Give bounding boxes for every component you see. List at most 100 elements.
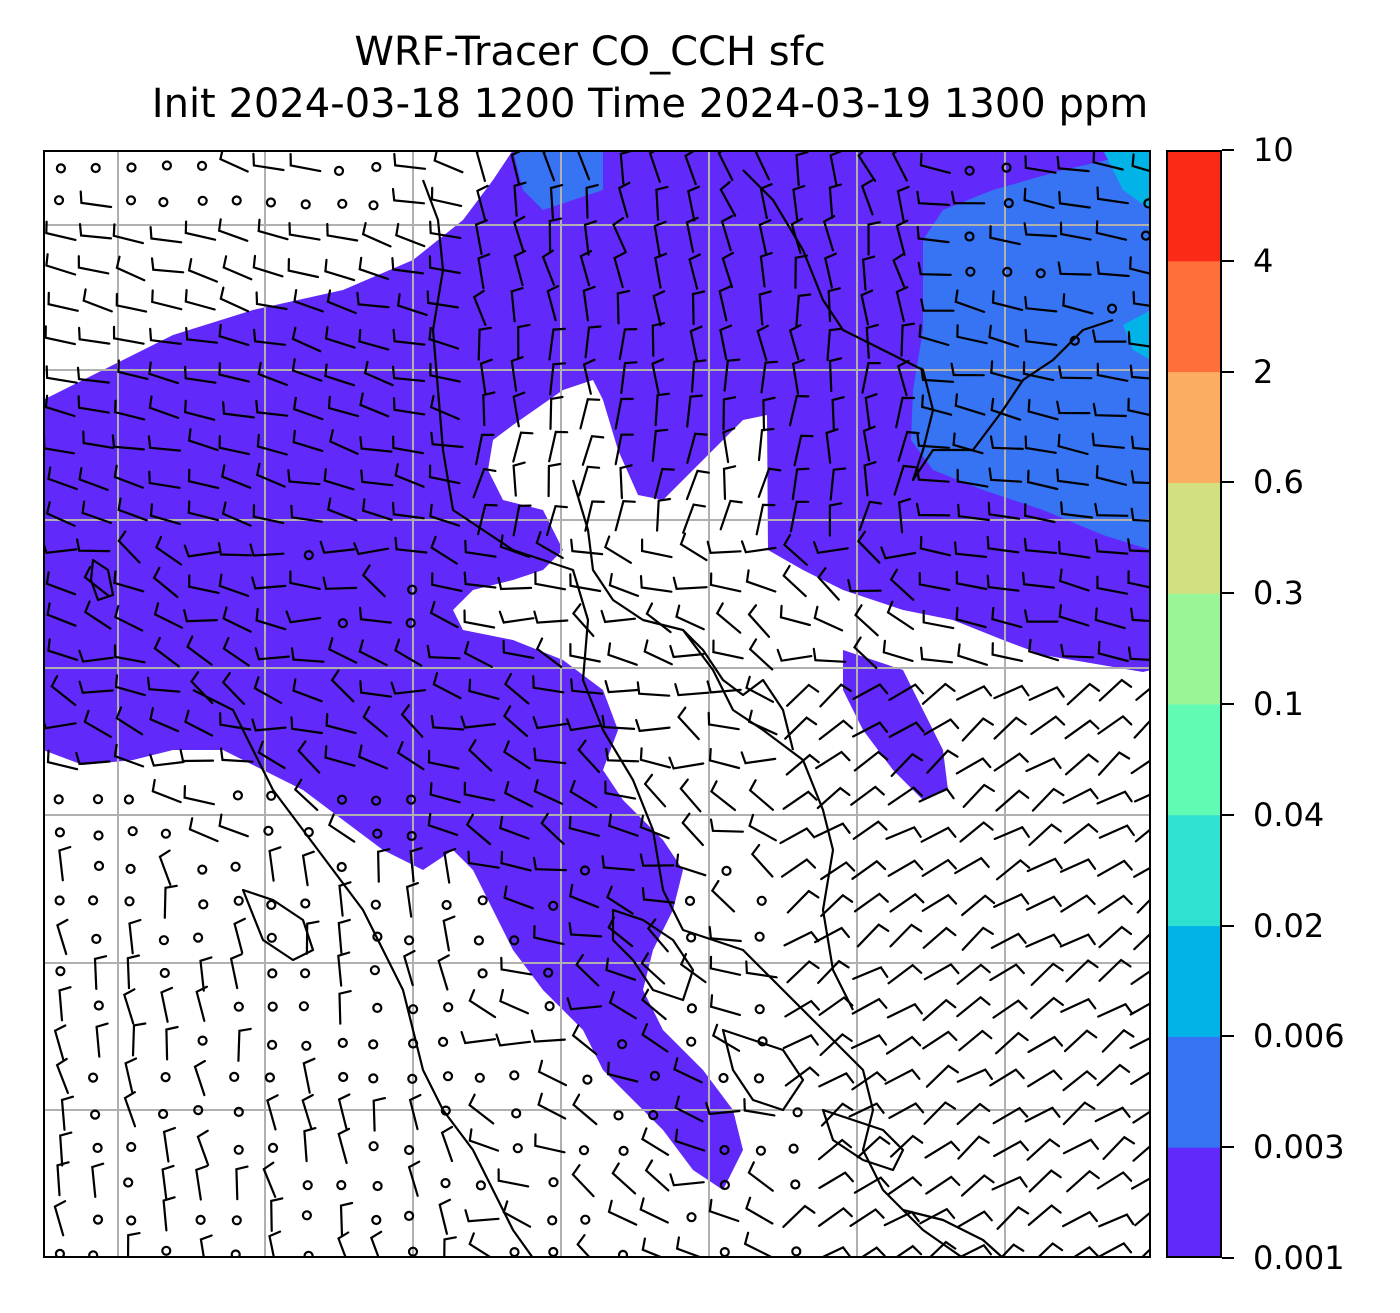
wind-barb [1094, 502, 1129, 517]
wind-barb [512, 391, 526, 428]
wind-barb [1130, 470, 1151, 485]
colorbar-band [1166, 1036, 1222, 1148]
wind-barb [392, 328, 426, 346]
wind-barb [1063, 822, 1099, 844]
tracer-area-0.001 [43, 150, 1151, 1190]
wind-barb [392, 435, 425, 455]
wind-barb [709, 572, 742, 593]
wind-barb [183, 399, 216, 421]
wind-barb [853, 892, 889, 913]
wind-barb [685, 216, 699, 253]
wind-barb [651, 358, 665, 395]
wind-barb [571, 1024, 598, 1056]
wind-barb [325, 713, 357, 735]
calm-circle [267, 1142, 279, 1154]
wind-barb [93, 955, 108, 990]
calm-circle [1143, 198, 1151, 209]
wind-barb [577, 465, 601, 497]
wind-barb [608, 990, 637, 1020]
wind-barb [53, 1200, 67, 1237]
wind-barb [1023, 222, 1058, 238]
colorbar-tick-label: 10 [1253, 131, 1294, 169]
calm-circle [337, 618, 348, 629]
wind-barb [150, 257, 185, 274]
wind-barb [1062, 1210, 1098, 1228]
calm-circle [300, 898, 311, 909]
wind-barb [124, 1057, 138, 1094]
wind-barb [820, 1102, 854, 1127]
wind-barb [851, 859, 887, 880]
wind-barb [711, 1023, 741, 1052]
wind-barb [393, 152, 427, 170]
wind-barb [569, 573, 602, 593]
calm-circle [438, 1036, 449, 1048]
wind-barb [1028, 638, 1060, 662]
wind-barb [151, 289, 183, 311]
wind-barb [679, 778, 702, 813]
calm-circle [440, 1105, 451, 1116]
wind-barb [575, 954, 600, 987]
wind-barb [582, 285, 596, 322]
wind-barb [83, 600, 112, 630]
wind-barb [611, 1162, 637, 1195]
wind-barb [707, 711, 740, 731]
wind-barb [829, 467, 847, 501]
wind-barb [392, 397, 426, 416]
calm-circle [53, 195, 65, 206]
calm-circle [544, 1000, 555, 1012]
wind-barb [82, 430, 115, 449]
wind-barb [785, 753, 820, 776]
wind-barb [95, 1022, 109, 1058]
wind-barb [330, 669, 355, 703]
wind-barb [776, 648, 813, 662]
wind-barb [465, 813, 492, 846]
calm-circle [161, 1245, 172, 1256]
calm-circle [756, 895, 767, 906]
wind-barb [888, 1102, 925, 1119]
calm-circle [337, 198, 348, 209]
wind-barb [862, 255, 876, 291]
wind-barb [1066, 682, 1101, 706]
calm-circle [548, 1246, 559, 1258]
calm-circle [161, 160, 173, 171]
wind-barb [851, 997, 888, 1015]
calm-circle [263, 825, 274, 836]
wind-barb [126, 954, 140, 990]
wind-barb [1062, 1069, 1097, 1092]
calm-circle [87, 895, 99, 906]
wind-barb [184, 289, 216, 311]
wind-barb [570, 538, 604, 556]
wind-barb [889, 892, 925, 913]
wind-barb [199, 1234, 213, 1258]
wind-barb [887, 786, 923, 806]
wind-barb [606, 885, 634, 915]
wind-barb [962, 783, 995, 808]
colorbar-tick-label: 0.006 [1253, 1017, 1345, 1056]
calm-circle [123, 1177, 134, 1188]
wind-barb [747, 1161, 774, 1192]
wind-barb [396, 293, 428, 316]
wind-barb [956, 963, 991, 985]
wind-barb [993, 716, 1027, 740]
wind-barb [1060, 997, 1097, 1013]
colorbar-tick-label: 0.6 [1253, 463, 1304, 502]
wind-barb [793, 434, 814, 467]
wind-barb [900, 322, 915, 357]
wind-barb [668, 756, 705, 770]
calm-circle [616, 1039, 628, 1050]
wind-barb [76, 366, 110, 384]
calm-circle [265, 197, 276, 208]
wind-barb [402, 949, 416, 987]
wind-barb [372, 1097, 386, 1132]
wind-barb [719, 499, 743, 531]
wind-barb [548, 327, 566, 361]
wind-barb [783, 930, 820, 947]
wind-barb [533, 610, 569, 624]
wind-barb [673, 1057, 703, 1084]
wind-barb [786, 960, 820, 984]
wind-barb [1136, 897, 1151, 914]
wind-barb [706, 540, 742, 555]
wind-barb [641, 1022, 669, 1053]
wind-barb [218, 573, 250, 597]
wind-barb [579, 249, 593, 287]
